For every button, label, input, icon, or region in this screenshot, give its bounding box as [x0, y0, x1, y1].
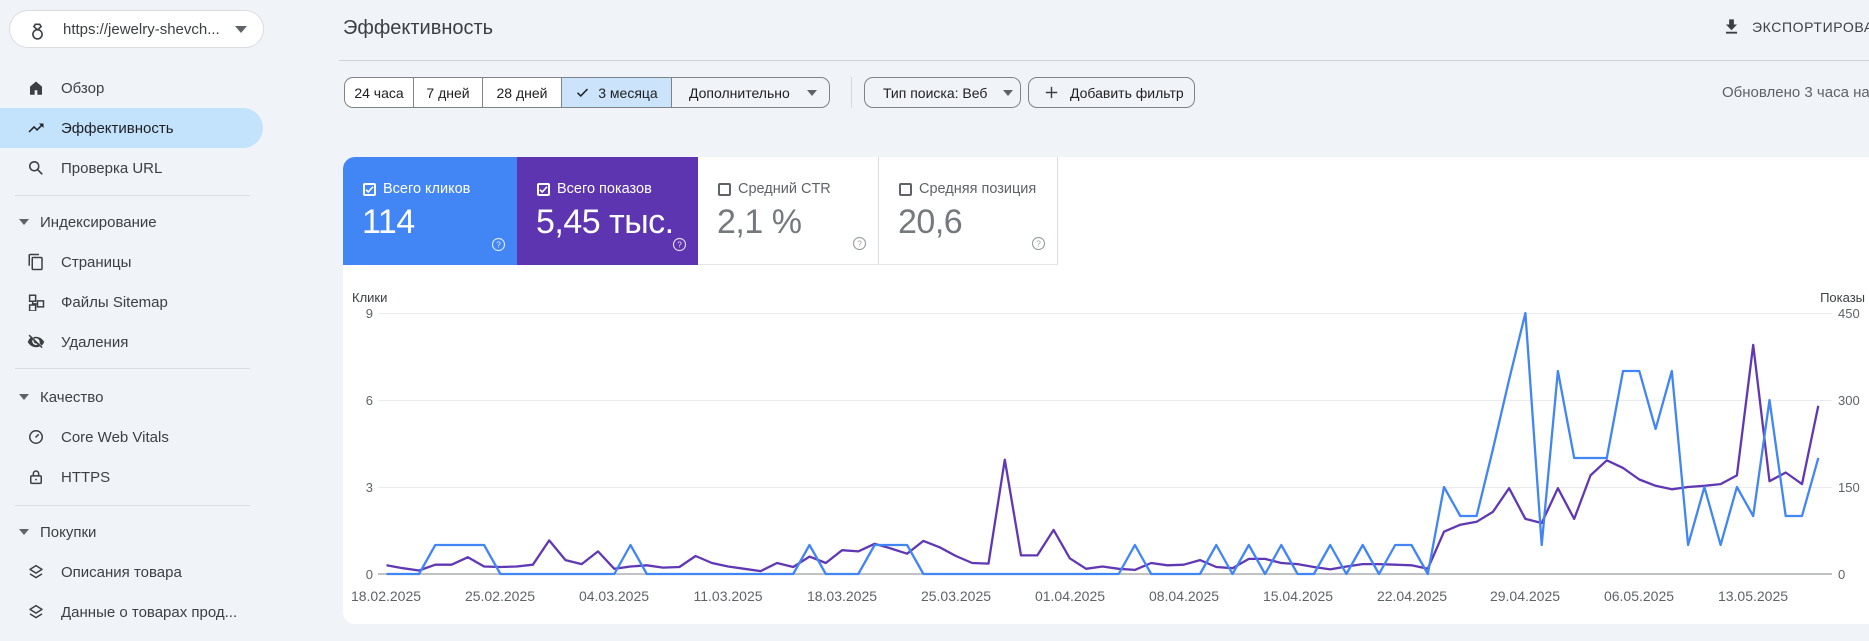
- svg-text:?: ?: [496, 241, 501, 250]
- svg-text:?: ?: [677, 241, 682, 250]
- svg-text:?: ?: [857, 240, 862, 249]
- svg-text:?: ?: [1036, 240, 1041, 249]
